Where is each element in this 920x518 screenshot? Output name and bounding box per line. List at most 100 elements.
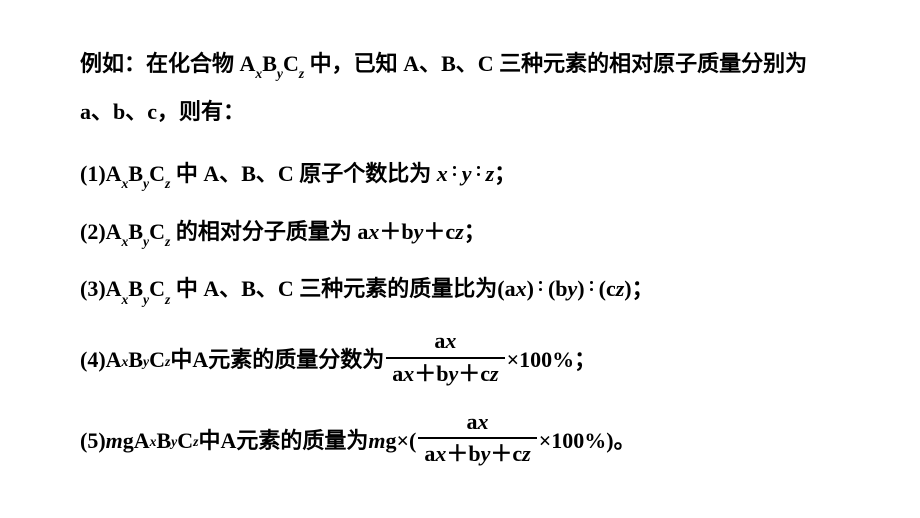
intro-suffix: ，则有： xyxy=(157,99,245,124)
cmpd-z: z xyxy=(165,234,170,249)
cmpd-x: x xyxy=(122,292,129,307)
cmpd-C: C xyxy=(283,51,299,76)
frac-den: ax＋by＋cz xyxy=(418,439,536,467)
l1-y: y xyxy=(462,161,472,186)
n-a: a xyxy=(467,409,478,434)
cmpd-C: C xyxy=(149,161,165,186)
d-p1: ＋ xyxy=(414,361,436,386)
d-x: x xyxy=(403,361,414,386)
l2-x: x xyxy=(368,219,379,244)
l1-t1: 中 xyxy=(170,161,203,186)
cmpd-B: B xyxy=(128,343,143,376)
d-c: c xyxy=(480,361,490,386)
l5-t3: 元素的质量为 xyxy=(236,424,368,457)
d-b: b xyxy=(436,361,448,386)
d-z: z xyxy=(522,441,531,466)
cmpd-B: B xyxy=(262,51,277,76)
l2-z: z xyxy=(455,219,464,244)
d-p2: ＋ xyxy=(490,441,512,466)
cmpd-z: z xyxy=(165,176,170,191)
l3-t1: 中 xyxy=(170,276,203,301)
ratio-colon-icon xyxy=(585,279,599,293)
l2-a: a xyxy=(357,219,368,244)
cmpd-x: x xyxy=(122,176,129,191)
cmpd-y: y xyxy=(143,352,149,372)
cmpd-C: C xyxy=(149,276,165,301)
l2-b: b xyxy=(401,219,413,244)
cmpd-B: B xyxy=(128,161,143,186)
ratio-colon-icon xyxy=(472,164,486,178)
cmpd-B: B xyxy=(156,424,171,457)
l5-t1: 中 xyxy=(198,424,220,457)
line-3: (3)AxByCz 中 A、B、C 三种元素的质量比为(ax)(by)(cz)； xyxy=(80,272,840,308)
cmpd-y: y xyxy=(171,432,177,452)
cmpd-A: A xyxy=(106,219,122,244)
cmpd-x: x xyxy=(150,432,157,452)
cmpd-x: x xyxy=(255,66,262,81)
intro-mid1: 中，已知 xyxy=(304,51,403,76)
l5-label: (5) xyxy=(80,424,106,457)
l4-label: (4) xyxy=(80,343,106,376)
d-x: x xyxy=(435,441,446,466)
d-p2: ＋ xyxy=(458,361,480,386)
intro-masses: a、b、c xyxy=(80,99,157,124)
l3-z: z xyxy=(616,276,625,301)
cmpd-C: C xyxy=(149,343,165,376)
l4-t2: A xyxy=(192,343,208,376)
d-a: a xyxy=(424,441,435,466)
l3-o3: ( xyxy=(599,276,606,301)
l3-a: a xyxy=(505,276,516,301)
cmpd-x: x xyxy=(122,234,129,249)
d-a: a xyxy=(392,361,403,386)
l5-g2: g×( xyxy=(385,424,416,457)
line-4: (4)AxByCz 中 A 元素的质量分数为 ax ax＋by＋cz ×100%… xyxy=(80,330,840,389)
cmpd-y: y xyxy=(277,66,283,81)
cmpd-A: A xyxy=(106,276,122,301)
intro-prefix: 例如：在化合物 xyxy=(80,51,240,76)
l3-y: y xyxy=(568,276,578,301)
l2-t1: 的相对分子质量为 xyxy=(170,219,357,244)
l2-p2: ＋ xyxy=(423,219,445,244)
ratio-colon-icon xyxy=(448,164,462,178)
intro-line: 例如：在化合物 AxByCz 中，已知 A、B、C 三种元素的相对原子质量分别为… xyxy=(80,40,840,137)
n-x: x xyxy=(478,409,489,434)
n-a: a xyxy=(434,328,445,353)
l1-end: ； xyxy=(494,161,516,186)
line-5: (5)m g AxByCz 中 A 元素的质量为 m g×( ax ax＋by＋… xyxy=(80,411,840,470)
l1-t3: 原子个数比为 xyxy=(294,161,437,186)
l3-end: ； xyxy=(632,276,654,301)
l3-x: x xyxy=(516,276,527,301)
l5-m2: m xyxy=(368,424,385,457)
l2-p1: ＋ xyxy=(379,219,401,244)
cmpd-A: A xyxy=(134,424,150,457)
l3-c1: ) xyxy=(527,276,534,301)
frac-den: ax＋by＋cz xyxy=(386,359,504,387)
d-y: y xyxy=(481,441,491,466)
l3-t3: 三种元素的质量比为 xyxy=(294,276,498,301)
l2-end: ； xyxy=(464,219,486,244)
document-page: 例如：在化合物 AxByCz 中，已知 A、B、C 三种元素的相对原子质量分别为… xyxy=(0,0,920,470)
frac-num: ax xyxy=(386,328,504,358)
l4-t3: 元素的质量分数为 xyxy=(208,343,384,376)
cmpd-A: A xyxy=(106,161,122,186)
d-c: c xyxy=(512,441,522,466)
line-1: (1)AxByCz 中 A、B、C 原子个数比为 xyz； xyxy=(80,157,840,193)
l1-z: z xyxy=(486,161,495,186)
l5-end: 。 xyxy=(614,424,636,457)
intro-mid2: 三种元素的相对原子质量分别为 xyxy=(494,51,808,76)
d-p1: ＋ xyxy=(446,441,468,466)
cmpd-B: B xyxy=(128,219,143,244)
l5-t2: A xyxy=(220,424,236,457)
n-x: x xyxy=(445,328,456,353)
cmpd-z: z xyxy=(165,292,170,307)
intro-elements: A、B、C xyxy=(403,51,493,76)
l4-t1: 中 xyxy=(170,343,192,376)
cmpd-y: y xyxy=(143,234,149,249)
cmpd-A: A xyxy=(240,51,256,76)
l4-tail: ×100% xyxy=(507,343,575,376)
cmpd-A: A xyxy=(106,343,122,376)
l4-end: ； xyxy=(574,343,596,376)
d-z: z xyxy=(490,361,499,386)
cmpd-z: z xyxy=(165,352,170,372)
cmpd-C: C xyxy=(149,219,165,244)
